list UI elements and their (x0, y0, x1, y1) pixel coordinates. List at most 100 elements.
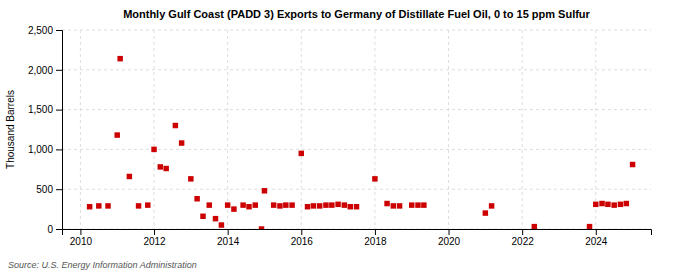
point (271, 202, 276, 207)
point (323, 202, 328, 207)
tick-mark (56, 110, 62, 111)
title: Monthly Gulf Coast (PADD 3) Exports to G… (123, 8, 590, 20)
point (289, 202, 294, 207)
tick: 2016 (291, 229, 314, 247)
point (151, 147, 156, 152)
tick: 2,500 (28, 25, 62, 36)
point (587, 224, 592, 229)
tick-label: 2016 (291, 236, 314, 247)
tick-label: 2022 (512, 236, 535, 247)
tick: 2018 (364, 229, 387, 247)
grid-line (448, 30, 449, 229)
point (372, 176, 377, 181)
tick-label: 2020 (438, 236, 461, 247)
point (391, 203, 396, 208)
point (532, 224, 537, 229)
tick-label: 1,000 (28, 144, 53, 155)
y-axis: 0 500 1,000 1,500 2,000 2,500 (28, 25, 63, 235)
point (163, 166, 168, 171)
tick-label: 2024 (585, 236, 608, 247)
point (246, 204, 251, 209)
tick: 2010 (70, 229, 93, 247)
point (348, 204, 353, 209)
point (483, 210, 488, 215)
grid-line (301, 30, 302, 229)
point (262, 188, 267, 193)
point (240, 202, 245, 207)
point (188, 176, 193, 181)
point (384, 201, 389, 206)
tick-mark (56, 30, 62, 31)
grid (62, 30, 651, 229)
point (200, 214, 205, 219)
point (421, 202, 426, 207)
points (87, 56, 635, 229)
grid-line (62, 189, 651, 190)
point (117, 56, 122, 61)
point (415, 202, 420, 207)
tick: 2,000 (28, 65, 62, 76)
grid-line (227, 30, 228, 229)
tick-label: 0 (47, 224, 53, 235)
tick-label: 1,500 (28, 104, 53, 115)
point (219, 222, 224, 227)
point (114, 132, 119, 137)
tick-label: 2018 (364, 236, 387, 247)
point (342, 202, 347, 207)
point (253, 202, 258, 207)
tick: 1,000 (28, 144, 62, 155)
tick-mark (449, 229, 450, 235)
tick-label: 2,000 (28, 65, 53, 76)
grid-line (374, 30, 375, 229)
point (630, 162, 635, 167)
tick: 2022 (512, 229, 535, 247)
point (305, 204, 310, 209)
point (277, 203, 282, 208)
point (145, 202, 150, 207)
point (194, 196, 199, 201)
tick-mark (56, 70, 62, 71)
plot: 2010201220142016201820202022202405001,00… (28, 25, 652, 247)
point (397, 203, 402, 208)
tick-label: 2010 (70, 236, 93, 247)
point (599, 201, 604, 206)
point (618, 202, 623, 207)
axis-line (63, 230, 652, 236)
tick-mark (301, 229, 302, 235)
grid-line (62, 109, 651, 110)
point (87, 204, 92, 209)
point (317, 203, 322, 208)
point (127, 174, 132, 179)
tick: 500 (36, 184, 62, 195)
point (329, 202, 334, 207)
grid-line (62, 149, 651, 150)
tick: 2012 (143, 229, 166, 247)
point (207, 202, 212, 207)
point (96, 203, 101, 208)
grid-line (154, 30, 155, 229)
source: Source: U.S. Energy Information Administ… (8, 260, 197, 270)
y-axis-title: Thousand Barrels (5, 90, 16, 169)
point (283, 202, 288, 207)
tick-mark (154, 229, 155, 235)
point (354, 204, 359, 209)
tick-mark (596, 229, 597, 235)
tick: 0 (47, 224, 62, 235)
point (299, 151, 304, 156)
tick-mark (56, 229, 62, 230)
grid-line (62, 69, 651, 70)
tick-mark (228, 229, 229, 235)
tick: 1,500 (28, 104, 62, 115)
chart: 2010201220142016201820202022202405001,00… (0, 0, 675, 275)
point (593, 202, 598, 207)
tick-mark (56, 149, 62, 150)
grid-line (595, 30, 596, 229)
tick: 2024 (585, 229, 608, 247)
point (311, 203, 316, 208)
point (259, 226, 264, 229)
tick-label: 500 (36, 184, 53, 195)
point (179, 140, 184, 145)
point (136, 203, 141, 208)
point (611, 202, 616, 207)
point (605, 202, 610, 207)
